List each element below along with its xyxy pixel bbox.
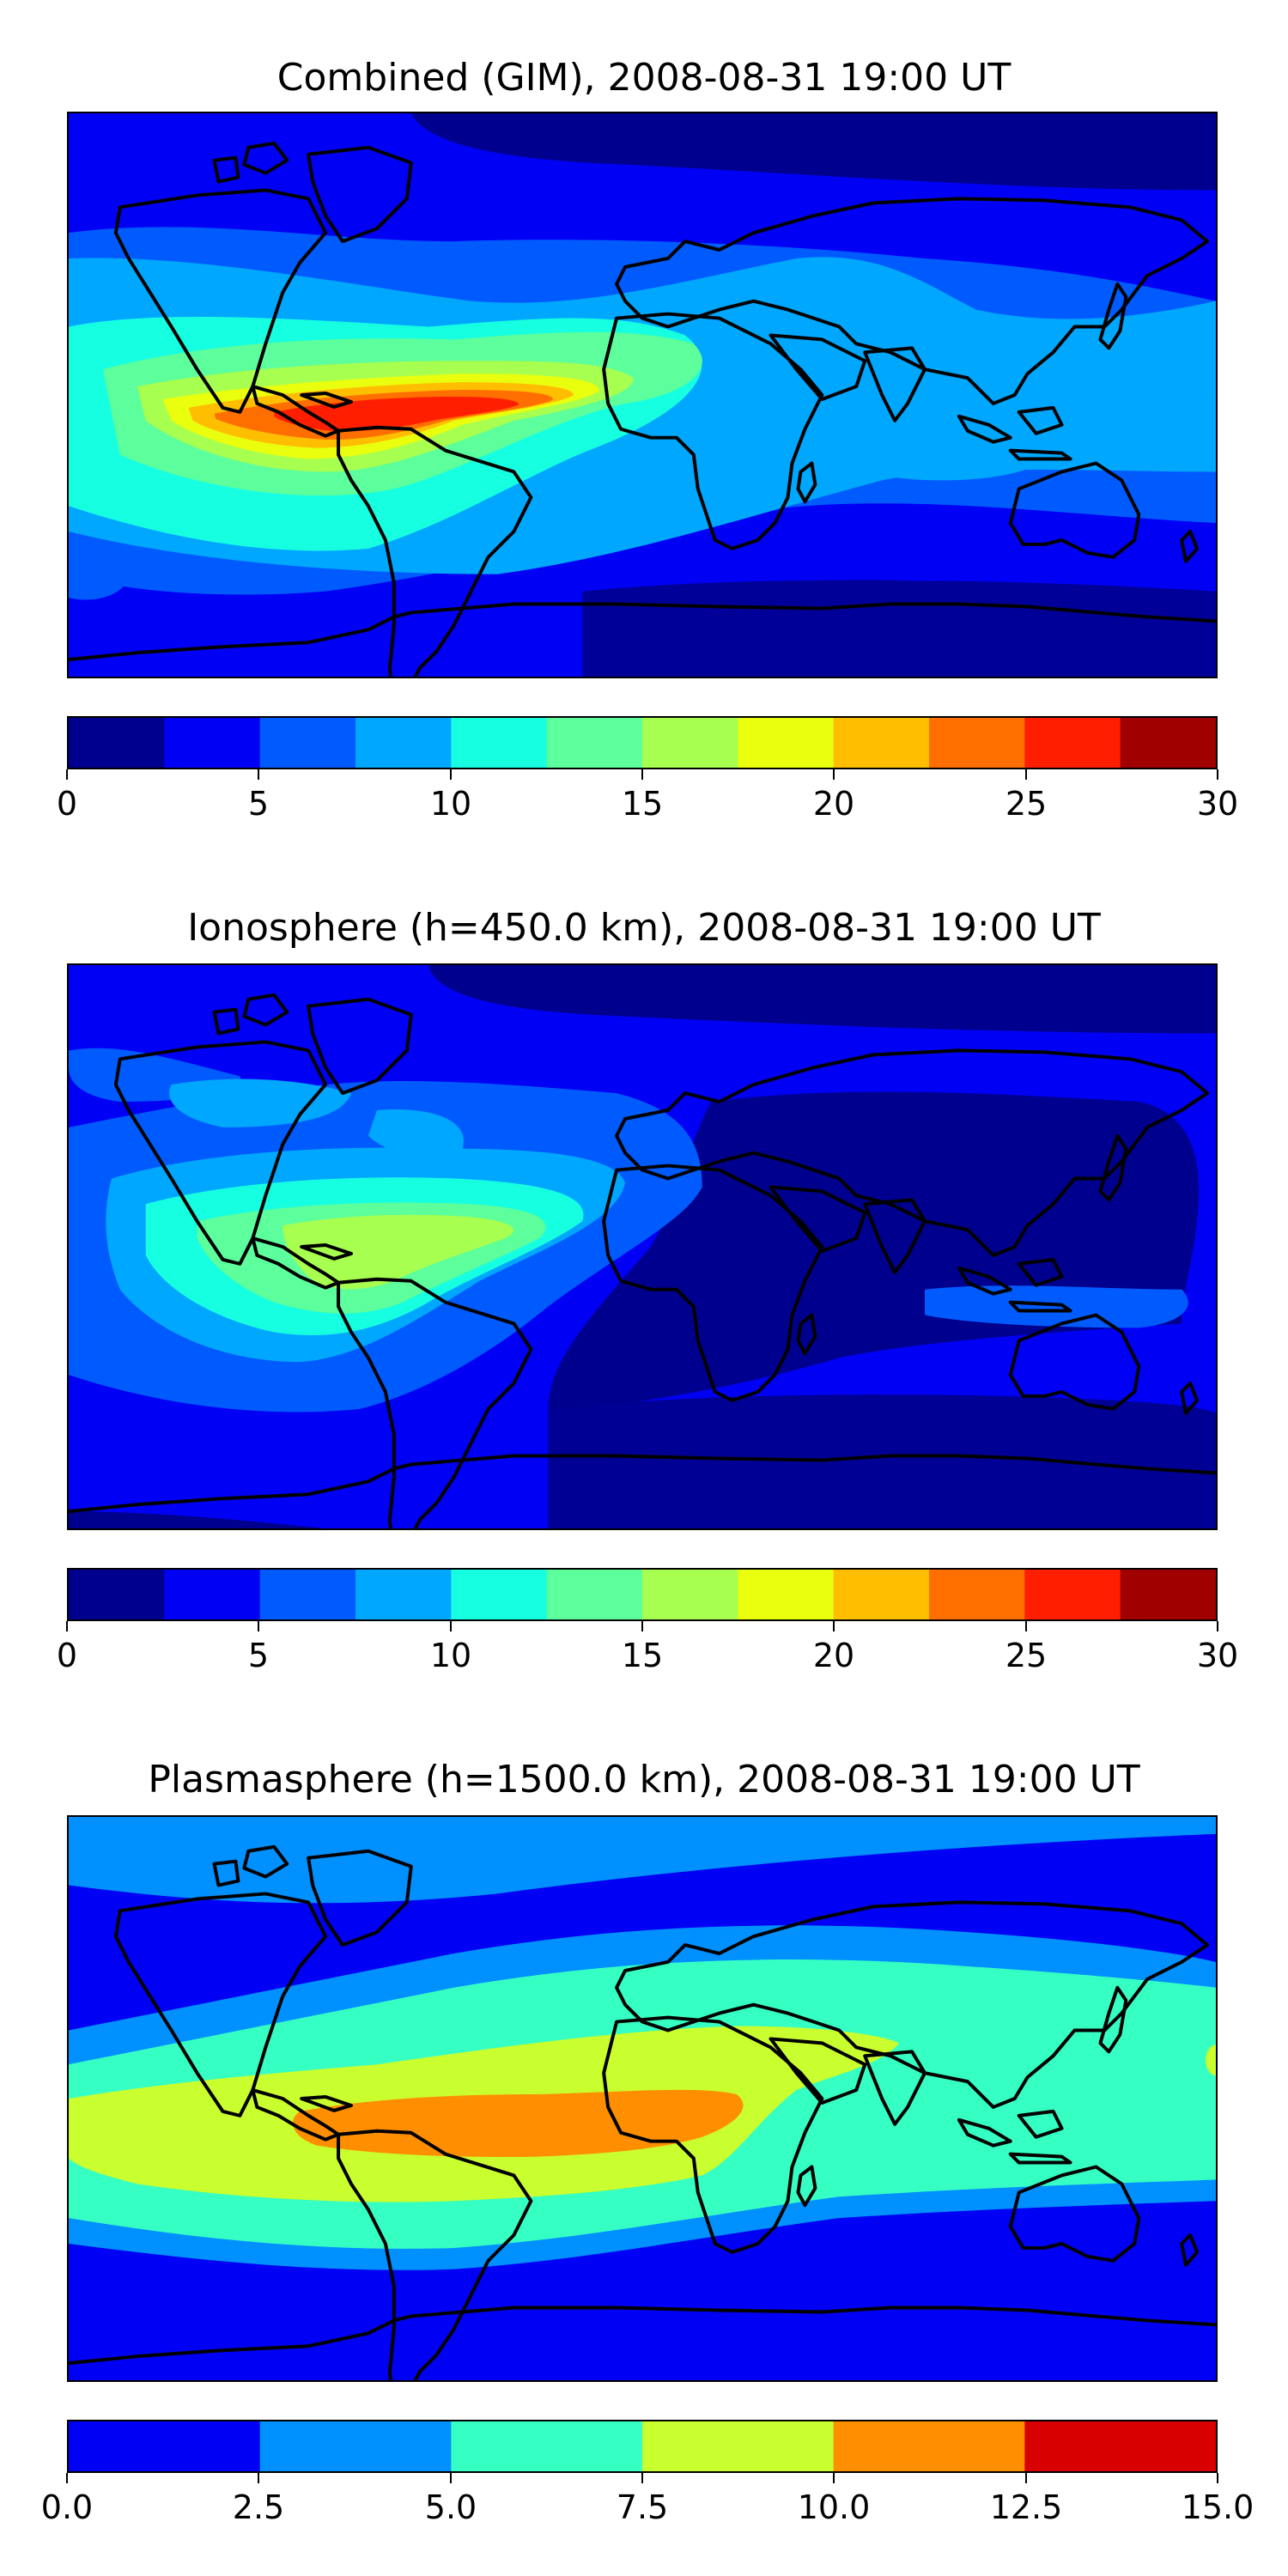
panel-3-colorbar-ticks: 0.0 2.5 5.0 7.5 10.0 12.5 15.0 [41, 2473, 1254, 2526]
colorbar-segment [546, 1570, 643, 1619]
colorbar-segment [1024, 2421, 1216, 2471]
tick-mark [833, 769, 835, 780]
colorbar-segment [929, 1570, 1025, 1619]
panel-1-colorbar [67, 716, 1218, 769]
tick-label: 15 [621, 1637, 664, 1674]
colorbar-segment [69, 2421, 261, 2471]
tick-mark [66, 2473, 68, 2483]
tick-label: 20 [812, 785, 855, 823]
colorbar-segment [164, 718, 261, 768]
panel-2-title: Ionosphere (h=450.0 km), 2008-08-31 19:0… [187, 906, 1101, 950]
tick-mark [258, 2473, 259, 2483]
colorbar-segment [1120, 1570, 1216, 1619]
colorbar-segment [355, 718, 452, 768]
colorbar-segment [164, 1570, 261, 1619]
colorbar-segment [1120, 718, 1216, 768]
colorbar-segment [642, 1570, 738, 1619]
panel-3-map [67, 1815, 1218, 2382]
tick-label: 2.5 [232, 2488, 285, 2526]
tick-mark [258, 769, 259, 780]
tick-label: 30 [1196, 1637, 1239, 1674]
tick-mark [450, 769, 452, 780]
panel-3-colorbar [67, 2420, 1218, 2473]
tick-label: 10 [429, 1637, 472, 1674]
tick-label: 25 [1005, 1637, 1048, 1674]
colorbar-segment [259, 718, 356, 768]
tick-label: 0 [56, 1637, 78, 1674]
tick-label: 5 [247, 1637, 270, 1674]
colorbar-segment [451, 718, 548, 768]
tick-label: 5.0 [424, 2488, 477, 2526]
panel-2-colorbar-ticks: 0 5 10 15 20 25 30 [57, 1621, 1238, 1674]
panel-2-colorbar [67, 1568, 1218, 1621]
colorbar-segment [642, 718, 738, 768]
colorbar-segment [259, 2421, 452, 2471]
colorbar-segment [259, 1570, 356, 1619]
tick-label: 10.0 [797, 2488, 871, 2526]
tick-mark [1025, 769, 1027, 780]
tick-label: 20 [812, 1637, 855, 1674]
tick-mark [1217, 2473, 1218, 2483]
panel-2-map [67, 963, 1218, 1530]
tick-label: 25 [1005, 785, 1048, 823]
tick-mark [258, 1621, 259, 1631]
tick-mark [1217, 769, 1218, 780]
tick-mark [450, 2473, 452, 2483]
colorbar-segment [642, 2421, 835, 2471]
tick-label: 5 [247, 785, 270, 823]
tick-mark [641, 769, 643, 780]
colorbar-segment [69, 1570, 165, 1619]
tick-mark [641, 2473, 643, 2483]
panel-1-colorbar-ticks: 0 5 10 15 20 25 30 [57, 769, 1238, 823]
tick-mark [1217, 1621, 1218, 1631]
tick-mark [833, 1621, 835, 1631]
colorbar-segment [833, 2421, 1025, 2471]
colorbar-segment [738, 1570, 835, 1619]
colorbar-segment [738, 718, 835, 768]
panel-1-map [67, 112, 1218, 678]
tick-mark [66, 769, 68, 780]
tick-mark [1025, 1621, 1027, 1631]
panel-1-title: Combined (GIM), 2008-08-31 19:00 UT [276, 56, 1012, 100]
panel-3-title: Plasmasphere (h=1500.0 km), 2008-08-31 1… [148, 1758, 1140, 1801]
tick-label: 12.5 [989, 2488, 1063, 2526]
tick-label: 10 [429, 785, 472, 823]
colorbar-segment [69, 718, 165, 768]
colorbar-segment [833, 1570, 930, 1619]
tick-mark [833, 2473, 835, 2483]
tick-label: 30 [1196, 785, 1239, 823]
tick-mark [641, 1621, 643, 1631]
colorbar-segment [929, 718, 1025, 768]
colorbar-segment [355, 1570, 452, 1619]
colorbar-segment [451, 2421, 643, 2471]
tick-label: 7.5 [616, 2488, 669, 2526]
tick-label: 15 [621, 785, 664, 823]
colorbar-segment [451, 1570, 548, 1619]
colorbar-segment [1024, 718, 1121, 768]
tick-mark [1025, 2473, 1027, 2483]
tick-mark [450, 1621, 452, 1631]
colorbar-segment [833, 718, 930, 768]
tick-label: 0 [56, 785, 78, 823]
tick-label: 0.0 [40, 2488, 94, 2526]
colorbar-segment [1024, 1570, 1121, 1619]
colorbar-segment [546, 718, 643, 768]
tick-mark [66, 1621, 68, 1631]
tick-label: 15.0 [1181, 2488, 1255, 2526]
